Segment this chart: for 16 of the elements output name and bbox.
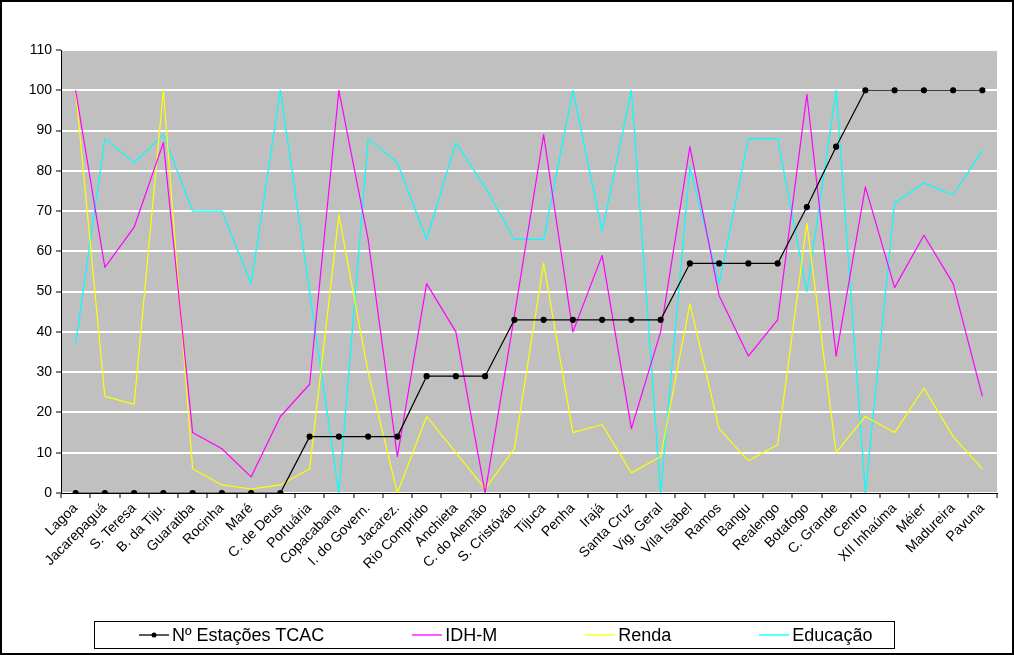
y-tick-label: 90 bbox=[36, 121, 53, 138]
y-tick-label: 50 bbox=[36, 282, 53, 299]
y-tick-label: 70 bbox=[36, 201, 53, 218]
y-tick-label: 10 bbox=[36, 443, 53, 460]
y-tick-label: 40 bbox=[36, 322, 53, 339]
y-tick-label: 80 bbox=[36, 161, 53, 178]
legend-label: Educação bbox=[792, 624, 873, 646]
y-tick-label: 20 bbox=[36, 403, 53, 420]
y-tick-label: 110 bbox=[29, 40, 53, 57]
y-tick-label: 100 bbox=[28, 81, 53, 98]
y-tick-label: 0 bbox=[44, 483, 53, 500]
legend-label: IDH-M bbox=[445, 624, 498, 646]
legend-label: Nº Estações TCAC bbox=[172, 624, 325, 646]
y-tick-label: 60 bbox=[36, 242, 53, 259]
y-tick-label: 30 bbox=[36, 363, 53, 380]
legend-label: Renda bbox=[618, 624, 672, 646]
